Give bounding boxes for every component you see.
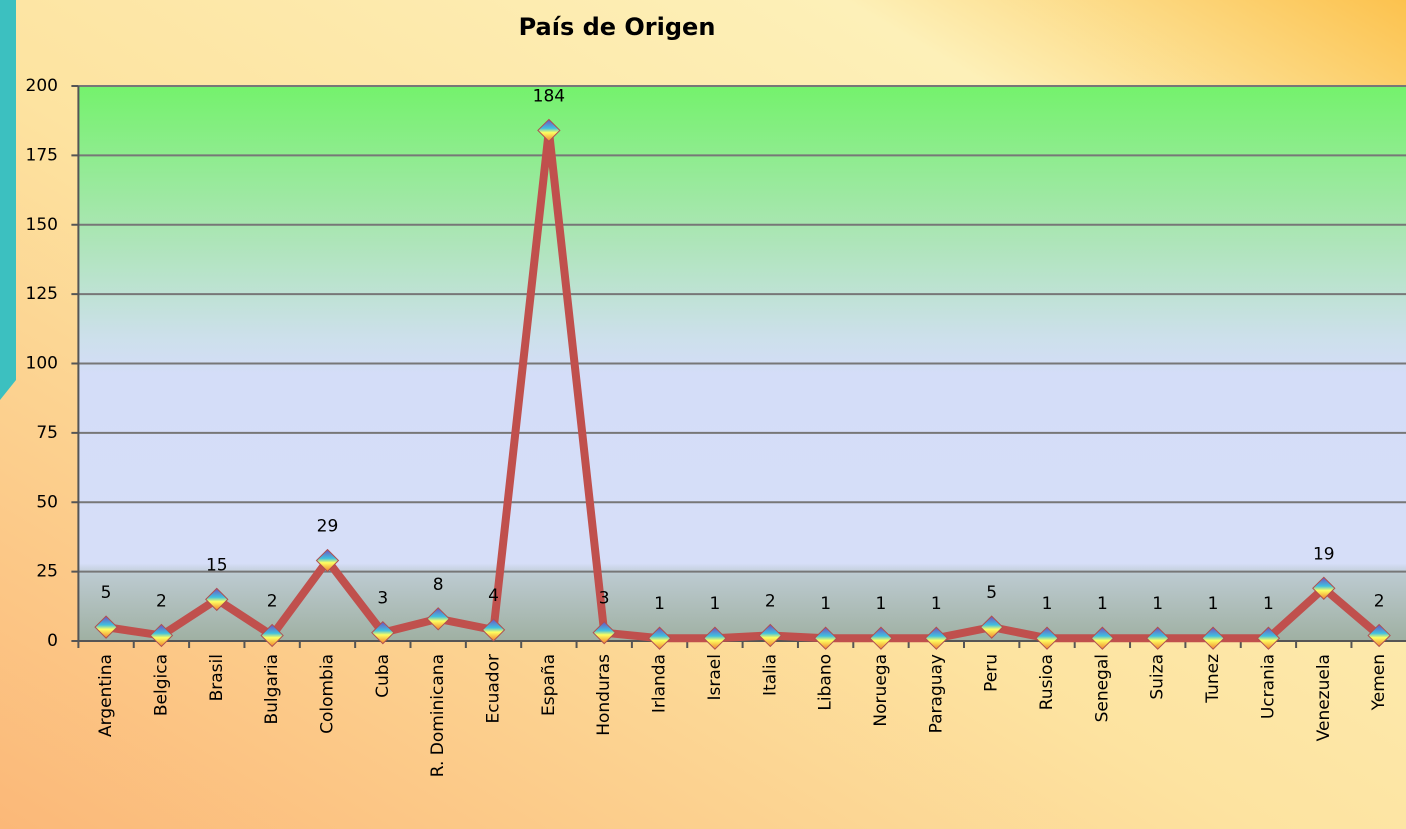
- x-tick-label: Tunez: [1203, 654, 1223, 704]
- marker: [647, 626, 672, 650]
- marker: [1201, 626, 1225, 650]
- x-tick-label: Brasil: [207, 654, 227, 701]
- x-tick-label: Bulgaria: [262, 654, 282, 725]
- x-tick-label: Honduras: [594, 654, 614, 736]
- x-tick-label: Ucrania: [1258, 654, 1278, 719]
- marker: [1090, 626, 1115, 650]
- x-tick-label: Cuba: [373, 654, 393, 698]
- y-tick-label: 100: [26, 354, 58, 374]
- x-tick-label: Paraguay: [926, 654, 946, 733]
- data-label: 2: [765, 591, 776, 611]
- side-strip: [0, 0, 16, 400]
- y-tick-label: 175: [26, 145, 58, 165]
- x-tick-label: R. Dominicana: [428, 654, 448, 777]
- x-tick-label: Rusioa: [1037, 654, 1057, 710]
- x-tick-label: Ecuador: [484, 654, 504, 723]
- data-label: 1: [876, 594, 887, 614]
- data-label: 184: [533, 86, 565, 106]
- x-tick-label: Argentina: [96, 654, 116, 737]
- x-tick-label: Israel: [705, 654, 725, 700]
- marker: [1035, 626, 1059, 650]
- data-label: 1: [820, 594, 831, 614]
- x-tick-label: Senegal: [1092, 654, 1112, 722]
- y-tick-label: 125: [26, 284, 58, 304]
- data-label: 1: [1208, 594, 1219, 614]
- y-tick-label: 50: [36, 492, 58, 512]
- data-label: 4: [488, 586, 499, 606]
- marker: [758, 623, 782, 648]
- data-label: 1: [654, 594, 665, 614]
- marker: [869, 626, 893, 650]
- marker: [703, 626, 727, 650]
- data-label: 2: [156, 591, 167, 611]
- x-tick-label: Colombia: [317, 654, 337, 734]
- y-tick-label: 0: [47, 631, 58, 651]
- x-tick-label: Venezuela: [1314, 654, 1334, 741]
- data-label: 8: [433, 575, 444, 595]
- chart-title: País de Origen: [519, 13, 716, 41]
- marker: [94, 615, 118, 639]
- data-label: 3: [377, 589, 388, 609]
- marker: [205, 587, 229, 612]
- marker: [979, 615, 1004, 639]
- marker: [315, 548, 340, 573]
- marker: [149, 623, 174, 648]
- data-label: 5: [986, 583, 997, 603]
- marker: [813, 626, 838, 650]
- marker: [481, 618, 506, 642]
- x-tick-label: Suiza: [1148, 654, 1168, 700]
- data-label: 3: [599, 589, 610, 609]
- y-tick-label: 75: [36, 423, 58, 443]
- data-label: 19: [1313, 544, 1335, 564]
- data-label: 2: [1374, 591, 1385, 611]
- x-tick-label: Noruega: [871, 654, 891, 727]
- x-tick-label: Peru: [982, 654, 1002, 692]
- data-label: 1: [931, 594, 942, 614]
- y-tick-label: 200: [26, 76, 58, 96]
- data-label: 1: [1097, 594, 1108, 614]
- marker: [537, 118, 561, 143]
- x-tick-label: Belgica: [151, 654, 171, 716]
- x-tick-label: Italia: [760, 654, 780, 696]
- x-tick-label: Libano: [816, 654, 836, 711]
- data-label: 15: [206, 555, 228, 575]
- x-tick-label: Yemen: [1369, 654, 1389, 711]
- marker: [1367, 623, 1391, 648]
- marker: [1312, 576, 1336, 600]
- x-tick-label: España: [539, 654, 559, 716]
- marker: [371, 620, 395, 645]
- marker: [260, 623, 284, 648]
- data-label: 1: [1042, 594, 1053, 614]
- data-label: 29: [317, 517, 339, 537]
- x-tick-label: Irlanda: [650, 654, 670, 713]
- data-label: 1: [1152, 594, 1163, 614]
- data-label: 2: [267, 591, 278, 611]
- y-tick-label: 25: [36, 562, 58, 582]
- data-label: 1: [1263, 594, 1274, 614]
- marker: [1256, 626, 1281, 650]
- y-tick-label: 150: [26, 215, 58, 235]
- marker: [924, 626, 949, 650]
- marker: [1146, 626, 1170, 650]
- data-label: 5: [101, 583, 112, 603]
- marker: [592, 620, 616, 645]
- data-label: 1: [710, 594, 721, 614]
- marker: [426, 607, 450, 631]
